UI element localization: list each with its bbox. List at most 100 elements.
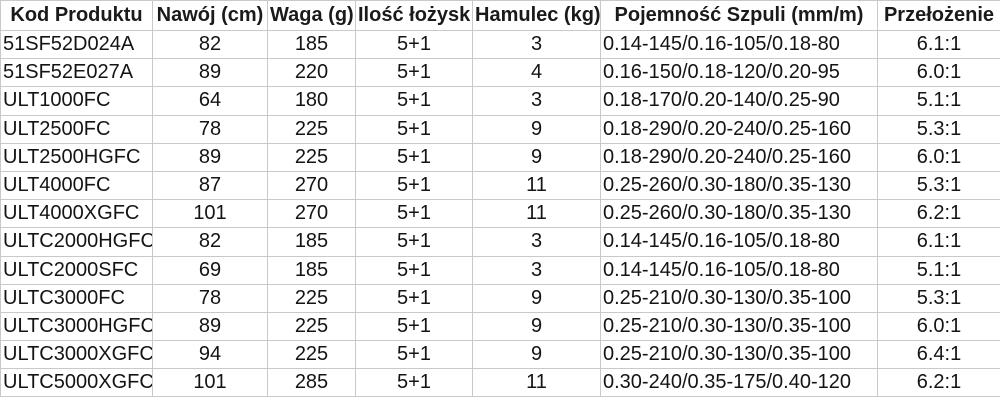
table-cell: 0.18-290/0.20-240/0.25-160 <box>600 114 878 144</box>
table-cell: 3 <box>472 255 601 285</box>
table-cell: 225 <box>267 114 356 144</box>
table-cell: 3 <box>472 86 601 116</box>
table-row: 51SF52D024A 82 185 5+1 3 0.14-145/0.16-105/0.… <box>0 29 1000 60</box>
column-header-waga-g: Waga (g) <box>267 0 356 31</box>
table-cell: 11 <box>472 368 601 398</box>
table-cell: ULTC3000XGFC <box>0 340 153 370</box>
table-cell: 6.0:1 <box>877 311 1000 342</box>
table-cell: 89 <box>152 58 268 88</box>
table-cell: 78 <box>152 114 268 144</box>
table-cell: 5+1 <box>355 283 473 313</box>
table-cell: 64 <box>152 86 268 116</box>
table-cell: ULTC2000HGFC <box>0 227 153 257</box>
table-cell: 270 <box>267 170 356 201</box>
table-cell: 5.1:1 <box>877 255 1000 285</box>
table-cell: 51SF52E027A <box>0 58 153 88</box>
table-row: ULT2500HGFC 89 225 5+1 9 0.18-290/0.20-240/0.… <box>0 142 1000 172</box>
table-cell: ULTC3000HGFC <box>0 311 153 342</box>
table-cell: 0.30-240/0.35-175/0.40-120 <box>600 368 878 398</box>
header-row: Kod Produktu Nawój (cm) Waga (g) Ilość łoży… <box>0 0 1000 31</box>
table-cell: 225 <box>267 283 356 313</box>
table-cell: 9 <box>472 283 601 313</box>
table-cell: 5+1 <box>355 227 473 257</box>
table-cell: 0.25-210/0.30-130/0.35-100 <box>600 340 878 370</box>
table-cell: 185 <box>267 29 356 60</box>
table-cell: ULT1000FC <box>0 86 153 116</box>
table-cell: 0.14-145/0.16-105/0.18-80 <box>600 255 878 285</box>
table-cell: ULT4000FC <box>0 170 153 201</box>
table-cell: 5+1 <box>355 368 473 398</box>
table-cell: 5+1 <box>355 86 473 116</box>
table-cell: ULTC2000SFC <box>0 255 153 285</box>
table-cell: 180 <box>267 86 356 116</box>
table-row: ULT2500FC 78 225 5+1 9 0.18-290/0.20-240/0.25… <box>0 114 1000 144</box>
column-header-nawoj-cm: Nawój (cm) <box>152 0 268 31</box>
table-cell: 6.1:1 <box>877 227 1000 257</box>
table-cell: 0.14-145/0.16-105/0.18-80 <box>600 227 878 257</box>
table-row: ULTC3000HGFC 89 225 5+1 9 0.25-210/0.30-130/0… <box>0 311 1000 342</box>
table-cell: 0.14-145/0.16-105/0.18-80 <box>600 29 878 60</box>
table-cell: ULT4000XGFC <box>0 199 153 229</box>
table-cell: 5+1 <box>355 311 473 342</box>
table-cell: 5+1 <box>355 114 473 144</box>
table-cell: 51SF52D024A <box>0 29 153 60</box>
table-cell: 5.3:1 <box>877 170 1000 201</box>
table-cell: 3 <box>472 227 601 257</box>
table-cell: 4 <box>472 58 601 88</box>
table-cell: 101 <box>152 199 268 229</box>
table-cell: 0.18-170/0.20-140/0.25-90 <box>600 86 878 116</box>
table-row: 51SF52E027A 89 220 5+1 4 0.16-150/0.18-120/0.… <box>0 58 1000 88</box>
table-cell: 0.16-150/0.18-120/0.20-95 <box>600 58 878 88</box>
table-cell: 225 <box>267 340 356 370</box>
table-cell: 89 <box>152 142 268 172</box>
table-cell: 5.1:1 <box>877 86 1000 116</box>
table-cell: 11 <box>472 170 601 201</box>
table-cell: 6.4:1 <box>877 340 1000 370</box>
table-cell: 0.25-210/0.30-130/0.35-100 <box>600 283 878 313</box>
column-header-ilosc-lozysk: Ilość łożysk <box>355 0 473 31</box>
column-header-hamulec-kg: Hamulec (kg) <box>472 0 601 31</box>
table-cell: 78 <box>152 283 268 313</box>
table-cell: 5+1 <box>355 340 473 370</box>
table-row: ULT1000FC 64 180 5+1 3 0.18-170/0.20-140/0.25… <box>0 86 1000 116</box>
table-cell: 9 <box>472 340 601 370</box>
table-cell: 5.3:1 <box>877 114 1000 144</box>
table-row: ULTC3000FC 78 225 5+1 9 0.25-210/0.30-130/0.3… <box>0 283 1000 313</box>
table-row: ULTC2000SFC 69 185 5+1 3 0.14-145/0.16-105/0.… <box>0 255 1000 285</box>
table-cell: 69 <box>152 255 268 285</box>
table-cell: 5+1 <box>355 255 473 285</box>
table-cell: 6.0:1 <box>877 142 1000 172</box>
table-cell: 6.0:1 <box>877 58 1000 88</box>
table-row: ULTC3000XGFC 94 225 5+1 9 0.25-210/0.30-130/0… <box>0 340 1000 370</box>
table-cell: 89 <box>152 311 268 342</box>
table-cell: 5+1 <box>355 29 473 60</box>
column-header-pojemnosc-szpuli: Pojemność Szpuli (mm/m) <box>600 0 878 31</box>
table-cell: 5.3:1 <box>877 283 1000 313</box>
table-cell: 82 <box>152 29 268 60</box>
table-cell: ULT2500HGFC <box>0 142 153 172</box>
table-cell: 185 <box>267 227 356 257</box>
table-cell: 6.1:1 <box>877 29 1000 60</box>
table-cell: ULT2500FC <box>0 114 153 144</box>
table-cell: 94 <box>152 340 268 370</box>
table-cell: 0.18-290/0.20-240/0.25-160 <box>600 142 878 172</box>
table-cell: 225 <box>267 311 356 342</box>
column-header-przelozenie: Przełożenie <box>877 0 1000 31</box>
table-cell: 220 <box>267 58 356 88</box>
table-cell: 9 <box>472 142 601 172</box>
table-row: ULT4000FC 87 270 5+1 11 0.25-260/0.30-180/0.3… <box>0 170 1000 201</box>
table-cell: 3 <box>472 29 601 60</box>
table-cell: 285 <box>267 368 356 398</box>
table-cell: ULTC5000XGFC <box>0 368 153 398</box>
table-cell: 6.2:1 <box>877 368 1000 398</box>
table-cell: 101 <box>152 368 268 398</box>
table-cell: 225 <box>267 142 356 172</box>
table-cell: 87 <box>152 170 268 201</box>
table-cell: 5+1 <box>355 170 473 201</box>
table-cell: 6.2:1 <box>877 199 1000 229</box>
table-cell: 9 <box>472 311 601 342</box>
table-cell: 270 <box>267 199 356 229</box>
table-cell: 11 <box>472 199 601 229</box>
